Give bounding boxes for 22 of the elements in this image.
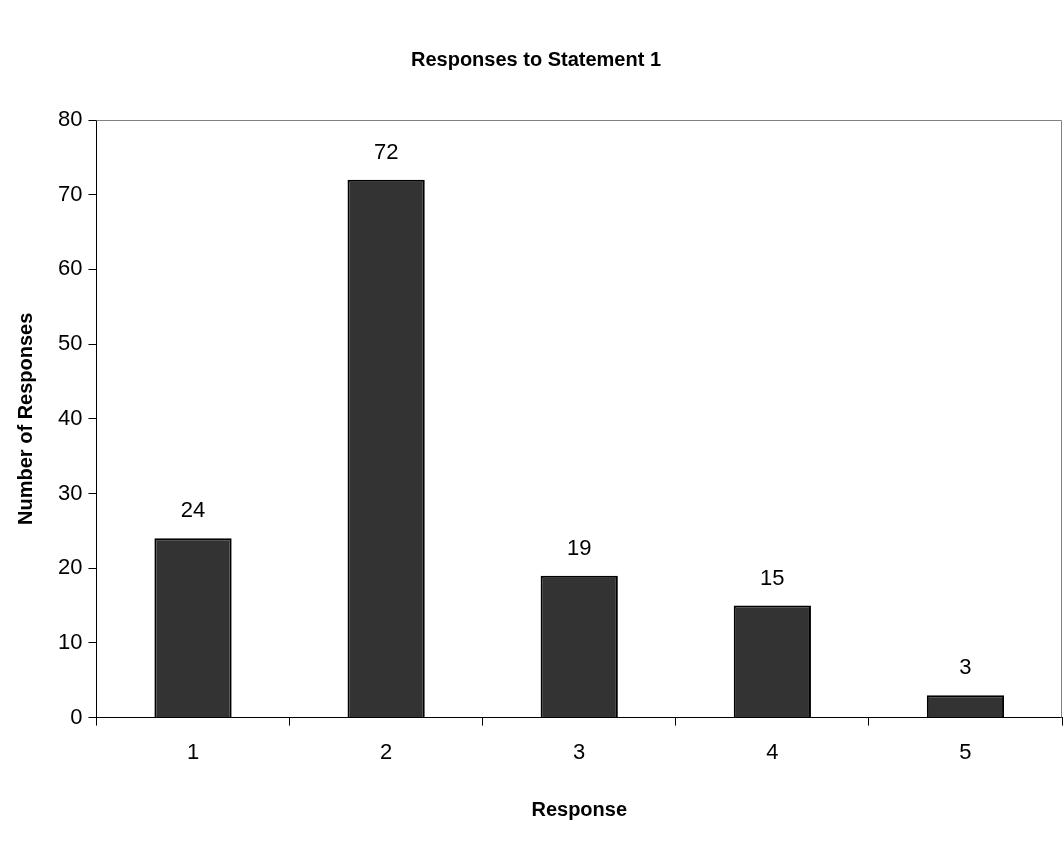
x-axis-title: Response bbox=[531, 797, 628, 820]
y-tick-label: 60 bbox=[57, 255, 83, 281]
y-tick-label: 80 bbox=[57, 106, 83, 132]
chart-title: Responses to Statement 1 bbox=[410, 47, 662, 70]
x-tick-label: 2 bbox=[380, 738, 393, 764]
data-label: 3 bbox=[959, 654, 972, 680]
data-label: 15 bbox=[760, 564, 785, 590]
y-tick-label: 20 bbox=[57, 554, 83, 580]
y-tick-label: 40 bbox=[57, 404, 83, 430]
data-label: 72 bbox=[373, 138, 399, 164]
x-tick-label: 5 bbox=[959, 738, 972, 764]
data-label: 19 bbox=[566, 534, 592, 560]
x-tick-label: 3 bbox=[573, 738, 586, 764]
x-tick-label: 1 bbox=[186, 738, 200, 764]
data-label: 24 bbox=[180, 497, 206, 523]
y-tick-label: 30 bbox=[57, 479, 83, 505]
y-tick-label: 10 bbox=[57, 628, 83, 654]
y-tick-label: 0 bbox=[70, 703, 83, 729]
y-tick-label: 50 bbox=[57, 330, 83, 356]
y-axis-title: Number of Responses bbox=[13, 312, 36, 525]
y-tick-label: 70 bbox=[57, 180, 83, 206]
x-tick-label: 4 bbox=[766, 738, 779, 764]
